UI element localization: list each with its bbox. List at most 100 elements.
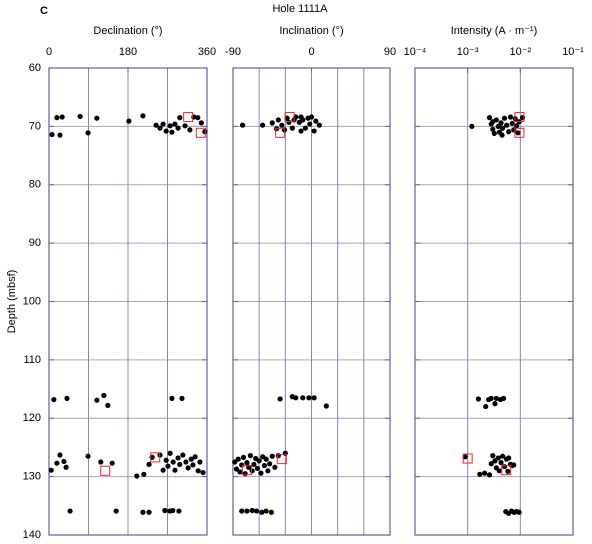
point <box>268 509 274 515</box>
y-tick-label: 90 <box>29 237 41 249</box>
point <box>300 395 306 401</box>
point <box>269 453 275 459</box>
point <box>169 395 175 402</box>
point <box>488 395 494 402</box>
point <box>469 123 475 129</box>
point <box>64 395 70 402</box>
point <box>244 460 250 466</box>
x-axis-title: Inclination (°) <box>279 25 343 37</box>
point <box>313 118 319 124</box>
point <box>256 458 262 464</box>
point-square <box>501 465 512 476</box>
point <box>496 468 502 474</box>
point <box>323 403 329 409</box>
point <box>261 462 267 469</box>
point <box>170 459 176 465</box>
point <box>265 468 271 474</box>
point <box>316 122 322 128</box>
y-tick-label: 120 <box>23 412 41 424</box>
point <box>182 123 188 129</box>
point <box>48 467 54 473</box>
point <box>188 456 194 462</box>
point <box>200 469 206 476</box>
point <box>235 456 241 462</box>
x-tick-label: -90 <box>225 46 241 58</box>
point <box>306 395 312 401</box>
point <box>298 128 304 134</box>
point <box>198 120 204 126</box>
point <box>506 129 512 135</box>
point <box>506 455 512 461</box>
y-tick-label: 110 <box>23 354 41 366</box>
point-square <box>276 454 287 465</box>
point <box>516 509 522 515</box>
point <box>240 454 247 460</box>
point <box>491 130 497 136</box>
point-square <box>100 465 111 476</box>
x-tick-label: 0 <box>308 46 314 58</box>
point <box>495 455 501 461</box>
point <box>490 119 496 125</box>
x-axis-title: Intensity (A · m⁻¹) <box>451 25 538 37</box>
y-tick-label: 80 <box>29 179 41 191</box>
point <box>167 123 173 129</box>
point <box>499 125 506 131</box>
point <box>244 508 250 514</box>
point <box>49 131 55 138</box>
x-tick-label: 360 <box>198 46 216 58</box>
point <box>514 123 520 129</box>
point <box>293 395 299 401</box>
point <box>163 128 169 134</box>
point <box>279 122 285 128</box>
point <box>140 113 146 119</box>
point <box>505 468 511 474</box>
point <box>263 456 269 462</box>
x-axis-title: Declination (°) <box>93 25 162 37</box>
point <box>113 508 119 514</box>
point <box>507 114 514 120</box>
point <box>195 115 201 121</box>
point <box>167 450 173 456</box>
point <box>192 454 198 460</box>
point <box>163 457 169 463</box>
point <box>105 402 111 409</box>
point <box>499 132 505 138</box>
point <box>284 115 290 121</box>
y-tick-label: 60 <box>29 62 41 74</box>
point <box>59 114 65 120</box>
point-square <box>284 112 295 123</box>
point <box>311 128 317 134</box>
point <box>302 125 308 131</box>
point <box>57 452 63 458</box>
point <box>488 461 494 467</box>
point <box>109 460 115 466</box>
point <box>61 458 67 465</box>
point <box>170 507 176 514</box>
point <box>239 462 245 468</box>
point <box>269 120 275 126</box>
y-tick-label: 140 <box>23 529 41 541</box>
point <box>185 465 191 471</box>
point <box>157 125 163 131</box>
point <box>197 459 203 465</box>
point <box>311 395 317 401</box>
point <box>85 453 91 459</box>
x-tick-label: 10⁻³ <box>457 46 479 58</box>
point <box>258 470 264 476</box>
point <box>511 462 517 468</box>
point <box>259 509 265 515</box>
point-square <box>514 112 525 123</box>
point <box>160 121 166 127</box>
point-square <box>241 465 252 476</box>
point <box>308 114 315 120</box>
point <box>160 467 166 473</box>
point <box>289 125 295 131</box>
point <box>237 469 243 475</box>
plot-frame <box>48 67 208 536</box>
point <box>242 471 248 477</box>
point <box>486 115 493 121</box>
point <box>77 113 83 120</box>
point <box>190 462 196 468</box>
point <box>98 459 104 465</box>
